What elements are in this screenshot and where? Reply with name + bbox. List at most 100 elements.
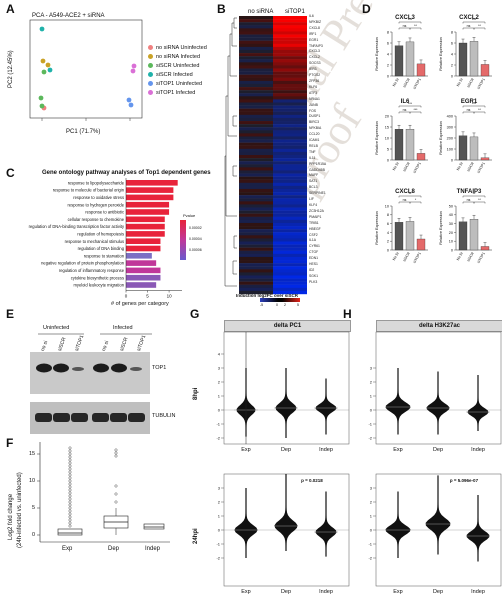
panel-f-boxplot: [37, 442, 170, 543]
heatmap-cell: [239, 62, 273, 66]
boxplot-ylabel: Log2 fold change: [8, 493, 14, 540]
heatmap-cell: [239, 155, 273, 159]
heatmap-cell: [239, 142, 273, 146]
heatmap-cell: [239, 278, 273, 282]
panel-letter-f: F: [6, 436, 14, 450]
heatmap-cell: [273, 108, 307, 112]
go-bar-chart: response to lipopolysaccharide response t…: [29, 178, 182, 299]
violin-ytick: 0: [370, 528, 373, 533]
go-bar: [126, 231, 165, 237]
heatmap-gene-label: DUSP1: [309, 114, 321, 119]
heatmap-cell: [273, 164, 307, 168]
go-category-label: response to oxidative stress: [73, 195, 124, 200]
expression-bar: [416, 153, 426, 161]
pca-point: [40, 58, 46, 64]
tubulin-band: [53, 413, 70, 422]
heatmap-gene-label: CXCL2: [309, 55, 320, 60]
heatmap-cell: [239, 235, 273, 239]
expression-xlabel: siTOP1: [476, 252, 485, 264]
heatmap-cell: [273, 232, 307, 236]
violin-ytick: -1: [368, 542, 372, 547]
heatmap-cell: [273, 111, 307, 116]
expression-ytick: 2: [451, 63, 453, 67]
heatmap-gene-label: NFKBIZ: [309, 19, 322, 24]
heatmap-cell: [273, 34, 307, 38]
heatmap-colorbar: [260, 298, 300, 302]
heatmap-cell: [239, 68, 273, 72]
heatmap-gene-label: JUNB: [309, 102, 318, 107]
heatmap-cell: [273, 74, 307, 78]
panel-letter-d: D: [362, 2, 371, 16]
significance-label: ***: [408, 18, 413, 22]
violin-ytick: 4: [218, 352, 221, 357]
pca-point: [39, 103, 45, 109]
heatmap-gene-label: CTGF: [309, 250, 319, 255]
heatmap-cell: [239, 19, 273, 23]
heatmap-cell: [239, 232, 273, 236]
violin-ytick: -2: [368, 556, 372, 561]
go-xtick: 0: [125, 294, 128, 299]
panel-letter-c: C: [6, 166, 15, 180]
go-xlabel: # of genes per category: [111, 301, 169, 307]
expression-xlabel: No SI: [456, 78, 464, 88]
heatmap-cell: [239, 124, 273, 128]
expression-ylabel: Relative Expression: [439, 121, 443, 155]
heatmap-cell: [273, 284, 307, 289]
boxplot-dep: [103, 448, 129, 535]
heatmap-cell: [273, 170, 307, 174]
expression-ytick: 8: [387, 213, 389, 217]
heatmap-cell: [273, 219, 307, 224]
expression-bar: [480, 157, 490, 161]
expression-xlabel: siSCR: [466, 251, 475, 262]
heatmap-cell: [239, 185, 273, 190]
heatmap-cell: [273, 145, 307, 150]
tubulin-band: [128, 413, 145, 422]
expression-chart-title: EGR1: [461, 99, 478, 105]
heatmap-cell: [273, 182, 307, 187]
tubulin-band: [71, 413, 88, 422]
go-legend-tick-1: 0.00002: [189, 226, 202, 230]
heatmap-cell: [273, 142, 307, 146]
heatmap-cell: [239, 207, 273, 211]
expression-ylabel: Relative Expression: [439, 37, 443, 71]
violin: [234, 488, 258, 558]
heatmap-cell: [239, 275, 273, 279]
expression-ytick: 10: [449, 240, 453, 244]
expression-ytick: 0: [387, 248, 389, 252]
heatmap-cell: [239, 40, 273, 44]
heatmap-cell: [273, 195, 307, 199]
heatmap-cell: [273, 65, 307, 69]
violin-xlabel: Exp: [241, 447, 250, 453]
boxplot-exp: [57, 446, 83, 536]
panel-letter-b: B: [217, 2, 226, 16]
expression-ytick: 6: [451, 41, 453, 45]
expression-chart-title: IL6: [401, 99, 410, 105]
expression-ytick: 0: [451, 74, 453, 78]
expression-ytick: 8: [387, 30, 389, 34]
violin-row-label-24hpi: 24hpi: [193, 528, 199, 544]
expression-ytick: 2: [387, 240, 389, 244]
heatmap-cell: [273, 77, 307, 82]
heatmap-cell: [239, 176, 273, 180]
go-bar: [126, 274, 161, 281]
blot-group-lines: [38, 333, 152, 335]
heatmap-gene-list: IL6 NFKBIZ CXCL8 IRF1 EGR1 TNFAIP3 CXCL3 CXCL2 S…: [309, 14, 326, 286]
violin-xlabel: Exp: [393, 589, 402, 595]
blot-lane-label: no si: [40, 340, 50, 353]
violin: [315, 491, 337, 557]
violin: [466, 495, 490, 562]
heatmap-cell: [239, 244, 273, 248]
panel-letter-e: E: [6, 307, 15, 321]
heatmap-cell: [239, 204, 273, 208]
heatmap-dendrogram: [224, 17, 237, 287]
go-category-label: response to lipopolysaccharide: [68, 180, 125, 185]
heatmap-cell: [239, 43, 273, 48]
heatmap-cell: [273, 25, 307, 29]
heatmap-gene-label: RELB: [309, 143, 318, 148]
heatmap-cell: [239, 87, 273, 91]
heatmap-cell: [239, 53, 273, 57]
heatmap-cell: [273, 90, 307, 94]
heatmap-cell: [273, 229, 307, 233]
expression-ytick: 6: [387, 41, 389, 45]
heatmap-cell: [273, 93, 307, 97]
